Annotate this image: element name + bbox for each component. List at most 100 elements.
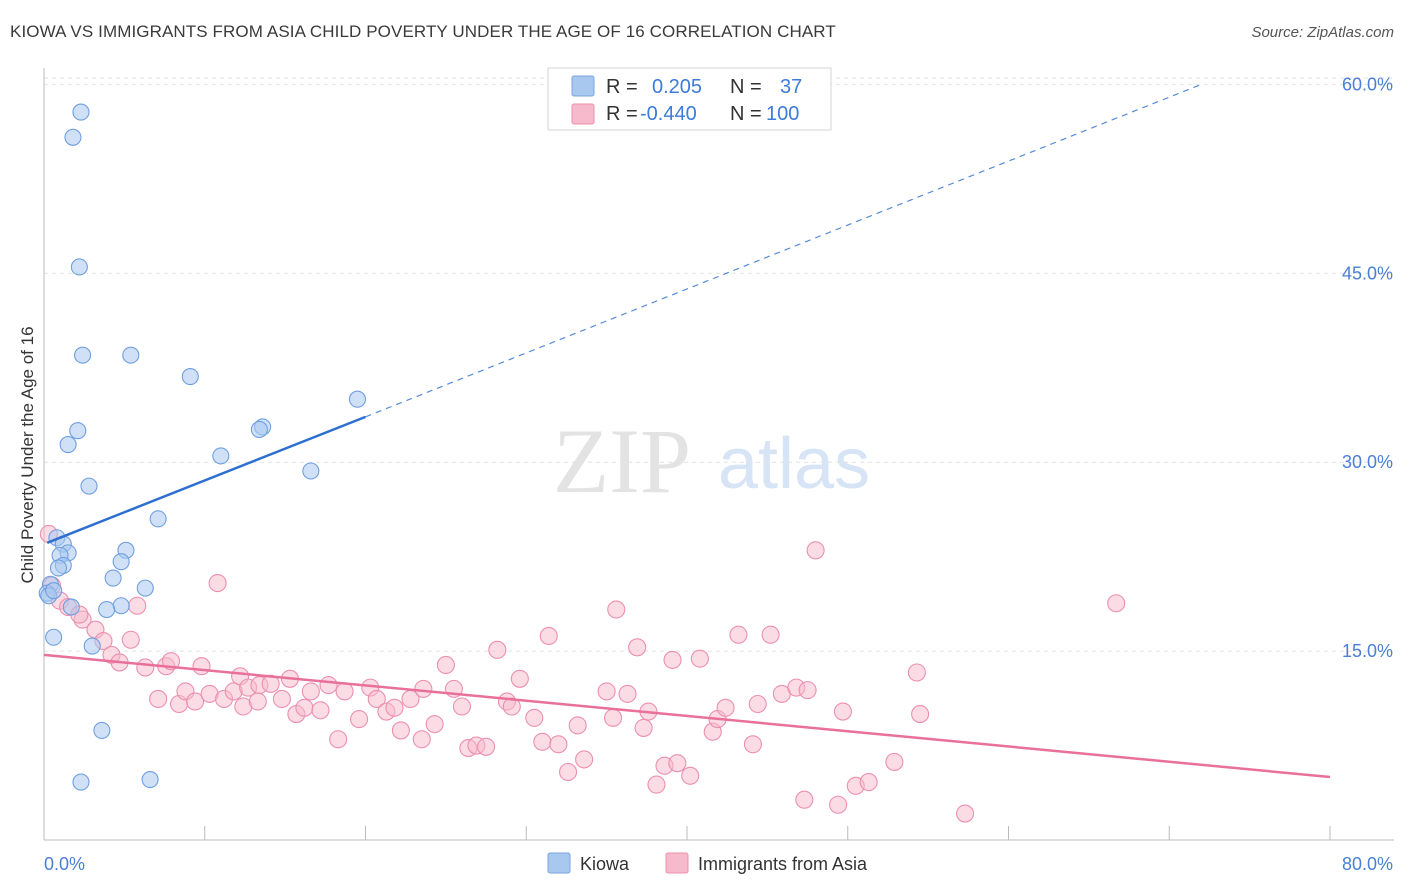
y-tick-labels: 15.0% 30.0% 45.0% 60.0% [1342,74,1393,661]
bottom-legend-label-asia: Immigrants from Asia [698,854,868,874]
point-kiowa [72,773,90,791]
point-immigrants-from-asia [329,730,348,749]
point-immigrants-from-asia [634,718,653,737]
point-immigrants-from-asia [311,701,330,720]
grid-lines [44,77,1394,652]
point-immigrants-from-asia [208,574,227,593]
point-kiowa [141,770,159,789]
point-kiowa [250,420,268,438]
point-immigrants-from-asia [192,657,211,676]
point-immigrants-from-asia [510,669,529,688]
point-immigrants-from-asia [597,682,616,701]
bottom-legend: Kiowa Immigrants from Asia [547,852,868,874]
series-kiowa [38,103,367,791]
watermark-atlas: atlas [718,424,870,504]
y-tick-label: 60.0% [1342,74,1393,94]
legend-n-label-asia: N = [730,103,762,125]
point-kiowa [181,367,199,386]
point-kiowa [80,477,98,495]
point-immigrants-from-asia [525,708,544,727]
point-immigrants-from-asia [568,716,587,735]
point-immigrants-from-asia [549,735,568,754]
point-kiowa [136,579,154,597]
point-immigrants-from-asia [761,625,780,644]
point-kiowa [302,462,320,480]
source-credit: Source: ZipAtlas.com [1251,24,1394,41]
legend-n-label-kiowa: N = [730,76,762,98]
point-kiowa [149,510,167,528]
legend: R = 0.205 N = 37 R = -0.440 N = 100 [547,67,832,131]
point-immigrants-from-asia [350,710,369,729]
point-immigrants-from-asia [385,698,404,717]
point-kiowa [45,582,63,600]
point-kiowa [112,553,130,571]
bottom-legend-swatch-kiowa [547,852,571,874]
legend-r-value-asia: -0.440 [640,103,697,125]
legend-box [547,67,832,131]
legend-n-value-asia: 100 [766,103,799,125]
point-immigrants-from-asia [833,702,852,721]
point-immigrants-from-asia [795,790,814,809]
point-immigrants-from-asia [128,596,147,615]
point-immigrants-from-asia [248,692,267,711]
point-kiowa [104,569,122,587]
point-kiowa [72,103,90,121]
point-immigrants-from-asia [367,689,386,709]
point-immigrants-from-asia [425,715,444,734]
point-kiowa [69,422,87,440]
point-kiowa [348,390,367,408]
point-immigrants-from-asia [1107,594,1126,613]
legend-r-label-kiowa: R = [606,76,638,98]
point-immigrants-from-asia [412,730,431,749]
point-immigrants-from-asia [149,689,168,709]
point-immigrants-from-asia [488,640,507,659]
point-immigrants-from-asia [533,732,552,751]
y-tick-label: 30.0% [1342,452,1393,472]
bottom-legend-swatch-asia [665,852,689,874]
legend-swatch-kiowa [571,75,595,97]
point-immigrants-from-asia [628,638,647,657]
point-immigrants-from-asia [539,626,558,646]
point-immigrants-from-asia [647,775,666,794]
point-kiowa [62,598,80,616]
point-immigrants-from-asia [607,600,626,619]
point-kiowa [112,597,130,615]
y-tick-label: 15.0% [1342,641,1393,661]
y-tick-label: 45.0% [1342,263,1393,283]
y-axis-label: Child Poverty Under the Age of 16 [18,326,37,583]
trend-line-immigrants-from-asia [43,653,1331,779]
point-immigrants-from-asia [806,541,825,560]
point-kiowa [122,346,140,364]
point-immigrants-from-asia [558,762,578,782]
point-immigrants-from-asia [859,773,878,792]
point-immigrants-from-asia [186,692,205,711]
point-kiowa [74,346,92,364]
point-immigrants-from-asia [414,679,433,698]
point-immigrants-from-asia [798,681,817,700]
point-immigrants-from-asia [716,698,735,717]
legend-n-value-kiowa: 37 [780,76,802,98]
point-immigrants-from-asia [319,676,338,695]
point-immigrants-from-asia [690,649,709,668]
point-immigrants-from-asia [956,804,975,823]
point-immigrants-from-asia [729,625,748,644]
point-immigrants-from-asia [618,684,637,703]
legend-swatch-asia [571,103,595,125]
point-immigrants-from-asia [668,754,687,773]
point-immigrants-from-asia [911,705,930,724]
point-kiowa [45,628,63,646]
point-kiowa [212,447,230,465]
point-immigrants-from-asia [743,735,762,754]
point-immigrants-from-asia [391,721,410,740]
point-immigrants-from-asia [301,682,320,701]
point-kiowa [83,637,101,655]
bottom-legend-label-kiowa: Kiowa [580,854,630,874]
point-immigrants-from-asia [575,750,594,769]
point-kiowa [64,128,82,146]
point-immigrants-from-asia [885,752,904,771]
trend-line-kiowa [46,415,366,544]
point-kiowa [49,559,68,577]
point-immigrants-from-asia [272,689,291,709]
point-immigrants-from-asia [502,697,521,716]
